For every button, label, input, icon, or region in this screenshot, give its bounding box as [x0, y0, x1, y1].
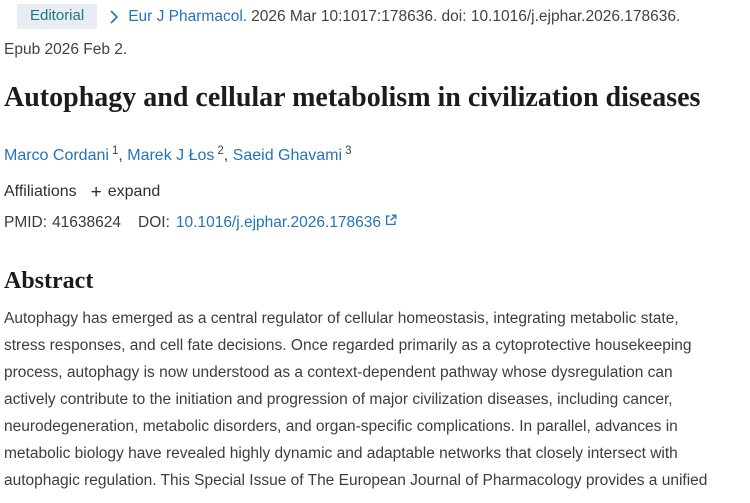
- abstract-line: process, autophagy is now understood as …: [4, 364, 673, 382]
- expand-label: expand: [107, 183, 161, 201]
- abstract-line: actively contribute to the initiation an…: [4, 391, 673, 409]
- identifiers-row: PMID: 41638624 DOI: 10.1016/j.ejphar.202…: [4, 212, 750, 233]
- abstract-text: Autophagy has emerged as a central regul…: [4, 305, 750, 494]
- author-affiliation-number: 3: [345, 145, 352, 157]
- author-link[interactable]: Marco Cordani: [4, 147, 109, 165]
- article-page: Editorial Eur J Pharmacol. 2026 Mar 10:1…: [0, 3, 750, 494]
- author: Saeid Ghavami 3: [232, 145, 352, 165]
- author-separator: ,: [118, 147, 128, 165]
- external-link-icon: [384, 212, 398, 233]
- pmid-value: 41638624: [52, 214, 122, 232]
- abstract-line: metabolic biology have revealed highly d…: [4, 445, 678, 463]
- abstract-line: stress responses, and cell fate decision…: [4, 337, 692, 355]
- pmid-label: PMID:: [4, 214, 48, 232]
- affiliations-row: Affiliations + expand: [4, 181, 750, 203]
- publication-type-badge: Editorial: [17, 4, 98, 29]
- author-link[interactable]: Marek J Łos: [127, 147, 215, 165]
- plus-icon: +: [90, 181, 102, 203]
- journal-link[interactable]: Eur J Pharmacol.: [128, 7, 248, 25]
- expand-affiliations-button[interactable]: + expand: [91, 181, 161, 203]
- author-link[interactable]: Saeid Ghavami: [232, 147, 343, 165]
- chevron-right-icon: [110, 10, 119, 24]
- abstract-line: neurodegeneration, metabolic disorders, …: [4, 418, 678, 436]
- abstract-line: autophagic regulation. This Special Issu…: [4, 472, 708, 490]
- epub-date: Epub 2026 Feb 2.: [4, 41, 128, 58]
- author: Marek J Łos 2,: [127, 145, 233, 165]
- doi-label: DOI:: [138, 214, 170, 232]
- page-title: Autophagy and cellular metabolism in civ…: [4, 82, 701, 113]
- citation-header: Editorial Eur J Pharmacol. 2026 Mar 10:1…: [4, 3, 750, 30]
- abstract-heading: Abstract: [4, 268, 94, 295]
- authors-list: Marco Cordani 1, Marek J Łos 2, Saeid Ghav…: [4, 140, 750, 167]
- author-separator: ,: [223, 147, 233, 165]
- abstract-line: Autophagy has emerged as a central regul…: [4, 310, 679, 328]
- citation-text: 2026 Mar 10:1017:178636. doi: 10.1016/j.…: [251, 7, 681, 25]
- affiliations-label: Affiliations: [4, 183, 77, 201]
- author-affiliation-number: 1: [111, 145, 119, 157]
- author-affiliation-number: 2: [217, 145, 224, 157]
- doi-value: 10.1016/j.ejphar.2026.178636: [175, 214, 382, 232]
- author: Marco Cordani 1,: [4, 145, 128, 165]
- doi-link[interactable]: 10.1016/j.ejphar.2026.178636: [176, 212, 398, 233]
